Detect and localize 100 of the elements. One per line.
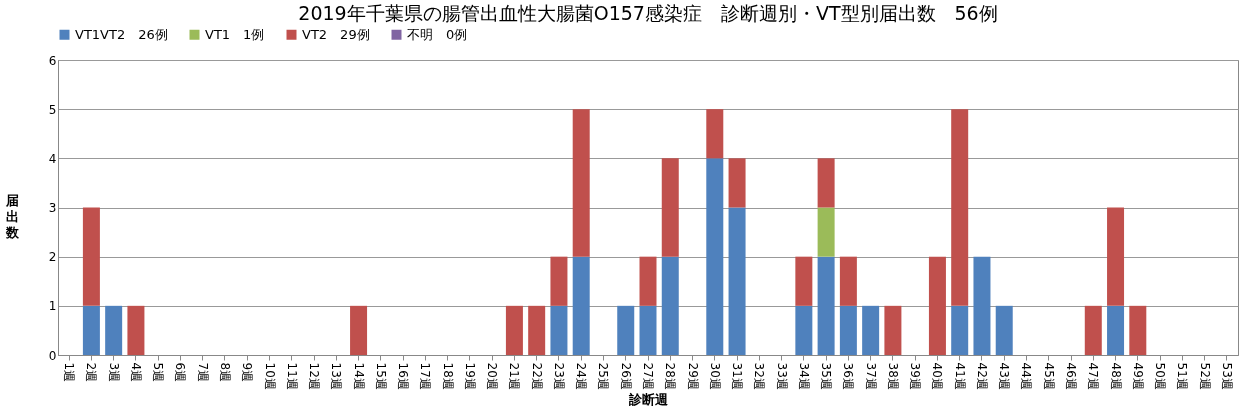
x-tick-label: 42週 (974, 362, 989, 390)
y-tick-label: 5 (48, 102, 57, 117)
x-tick-label: 10週 (262, 362, 277, 390)
x-tick-label: 38週 (885, 362, 900, 390)
bar (795, 256, 813, 306)
x-tick-label: 37週 (863, 362, 878, 390)
bar (127, 305, 145, 355)
bar (617, 305, 635, 355)
x-tick-label: 14週 (351, 362, 366, 390)
x-tick-label: 28週 (663, 362, 678, 390)
bar (350, 305, 368, 355)
x-tick-label: 27週 (641, 362, 655, 390)
bar (1107, 305, 1125, 355)
bar (817, 207, 835, 257)
x-tick-label: 26週 (618, 362, 633, 390)
bar (973, 256, 991, 355)
x-tick-label: 21週 (507, 362, 522, 390)
x-axis-title: 診断週 (628, 391, 669, 407)
bar (550, 305, 568, 355)
y-tick-label: 3 (48, 201, 57, 215)
x-tick-label: 43週 (997, 362, 1012, 390)
bar (862, 305, 880, 355)
x-tick-label: 5週 (151, 362, 166, 383)
x-tick-label: 18週 (440, 362, 455, 390)
bar (706, 158, 724, 355)
bar (105, 305, 123, 355)
x-tick-label: 53週 (1219, 362, 1234, 390)
x-tick-label: 52週 (1197, 362, 1212, 390)
bar (572, 109, 590, 257)
x-tick-label: 35週 (819, 362, 834, 390)
x-tick-label: 7週 (195, 362, 210, 383)
x-tick-label: 11週 (284, 362, 299, 390)
x-tick-label: 36週 (841, 362, 856, 390)
x-tick-label: 20週 (485, 362, 500, 390)
bar (817, 158, 835, 208)
bar (995, 305, 1013, 355)
bar (817, 256, 835, 355)
bar (951, 109, 969, 306)
legend-label: 不明 0例 (407, 26, 468, 42)
bar (1107, 207, 1125, 306)
y-tick-label: 2 (48, 250, 57, 265)
x-tick-label: 17週 (418, 362, 433, 390)
bar (82, 305, 100, 355)
bar (706, 109, 724, 159)
y-tick-label: 0 (48, 348, 57, 363)
bar (884, 305, 902, 355)
bar (505, 305, 523, 355)
x-tick-label: 50週 (1153, 362, 1168, 390)
x-tick-label: 32週 (752, 362, 767, 390)
x-tick-label: 45週 (1041, 362, 1056, 390)
x-tick-label: 31週 (730, 362, 745, 390)
bar (928, 256, 946, 355)
bar (1084, 305, 1102, 355)
x-tick-label: 34週 (796, 362, 811, 390)
bar (639, 305, 657, 355)
x-tick-label: 30週 (707, 362, 722, 390)
bar (839, 256, 857, 306)
x-tick-label: 40週 (930, 362, 945, 390)
y-tick-label: 6 (48, 53, 57, 68)
bar (528, 305, 546, 355)
x-tick-label: 15週 (373, 362, 388, 390)
x-tick-label: 48週 (1108, 362, 1123, 390)
x-tick-label: 41週 (952, 362, 967, 390)
x-tick-label: 22週 (529, 362, 544, 390)
x-tick-label: 33週 (774, 362, 789, 390)
legend-label: VT1VT2 26例 (75, 26, 168, 42)
x-tick-label: 1週 (62, 362, 77, 383)
bar (728, 207, 746, 355)
bar (951, 305, 969, 355)
x-tick-label: 9週 (240, 362, 255, 383)
bar (550, 256, 568, 306)
y-tick-label: 4 (48, 151, 57, 166)
bar (661, 158, 679, 257)
bar (82, 207, 100, 306)
x-tick-label: 47週 (1086, 362, 1101, 390)
x-tick-label: 8週 (217, 362, 232, 383)
x-tick-label: 19週 (462, 362, 477, 390)
x-tick-label: 6週 (173, 362, 188, 383)
bar (795, 305, 813, 355)
x-tick-label: 29週 (685, 362, 700, 390)
chart-title: 2019年千葉県の腸管出血性大腸菌O157感染症 診断週別・VT型別届出数 56例 (298, 2, 998, 24)
x-tick-label: 44週 (1019, 362, 1034, 390)
bar (639, 256, 657, 306)
legend-label: VT2 29例 (302, 26, 370, 42)
x-tick-label: 23週 (551, 362, 566, 390)
x-tick-label: 16週 (396, 362, 411, 390)
bar (839, 305, 857, 355)
x-tick-label: 24週 (574, 362, 589, 390)
bar (661, 256, 679, 355)
x-tick-label: 49週 (1130, 362, 1145, 390)
bar (728, 158, 746, 208)
legend-label: VT1 1例 (205, 26, 265, 42)
x-tick-label: 46週 (1064, 362, 1079, 390)
x-tick-label: 12週 (307, 362, 322, 390)
x-tick-label: 51週 (1175, 362, 1190, 390)
x-tick-label: 4週 (128, 362, 143, 383)
bar (1129, 305, 1147, 355)
x-tick-label: 13週 (329, 362, 344, 390)
y-axis-title: 届出数 (5, 193, 21, 240)
y-tick-label: 1 (48, 299, 57, 314)
